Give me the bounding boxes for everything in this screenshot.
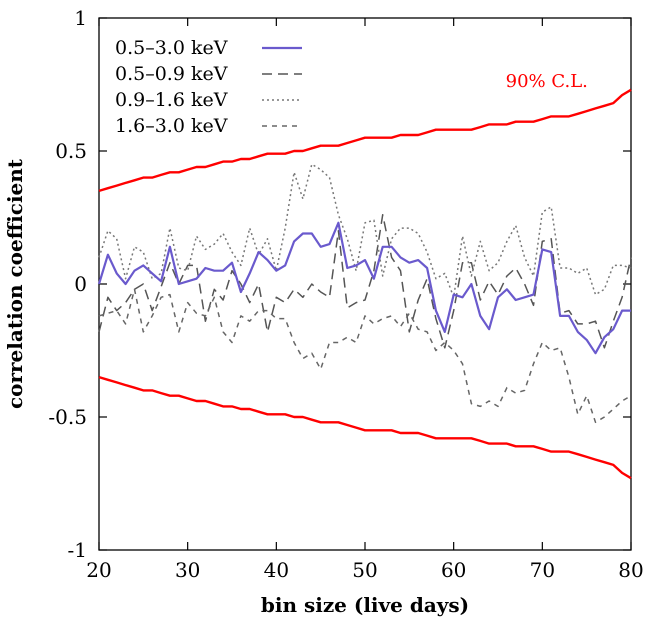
series-layer <box>97 88 632 480</box>
legend-label: 0.5–0.9 keV <box>115 63 228 85</box>
series-line-0 <box>97 221 631 355</box>
y-tick-label: 0.5 <box>55 139 87 163</box>
series-line-1 <box>98 214 632 349</box>
confidence-level-label: 90% C.L. <box>506 71 588 92</box>
series-line-5 <box>98 375 632 480</box>
x-tick-label: 30 <box>175 558 200 582</box>
series-line-2 <box>98 163 632 299</box>
x-tick-label: 60 <box>441 558 466 582</box>
x-tick-label: 70 <box>530 558 555 582</box>
series-line-3 <box>98 288 632 424</box>
y-tick-label: 1 <box>74 6 87 30</box>
x-tick-label: 20 <box>86 558 111 582</box>
x-tick-labels: 20 30 40 50 60 70 80 <box>86 558 643 582</box>
series-line-4 <box>98 88 632 193</box>
x-tick-label: 80 <box>618 558 643 582</box>
legend-label: 0.5–3.0 keV <box>115 37 228 59</box>
legend-label: 0.9–1.6 keV <box>115 89 228 111</box>
y-tick-label: -0.5 <box>48 405 87 429</box>
x-tick-label: 40 <box>264 558 289 582</box>
y-axis-title: correlation coefficient <box>3 158 27 409</box>
y-tick-label: 0 <box>74 272 87 296</box>
axis-ticks <box>98 17 632 551</box>
legend-label: 1.6–3.0 keV <box>115 115 228 137</box>
y-tick-label: -1 <box>68 538 87 562</box>
y-tick-labels: -1 -0.5 0 0.5 1 <box>48 6 87 562</box>
legend: 0.5–3.0 keV 0.5–0.9 keV 0.9–1.6 keV 1.6–3.0… <box>115 37 302 137</box>
x-tick-label: 50 <box>352 558 377 582</box>
x-axis-title: bin size (live days) <box>261 593 469 617</box>
